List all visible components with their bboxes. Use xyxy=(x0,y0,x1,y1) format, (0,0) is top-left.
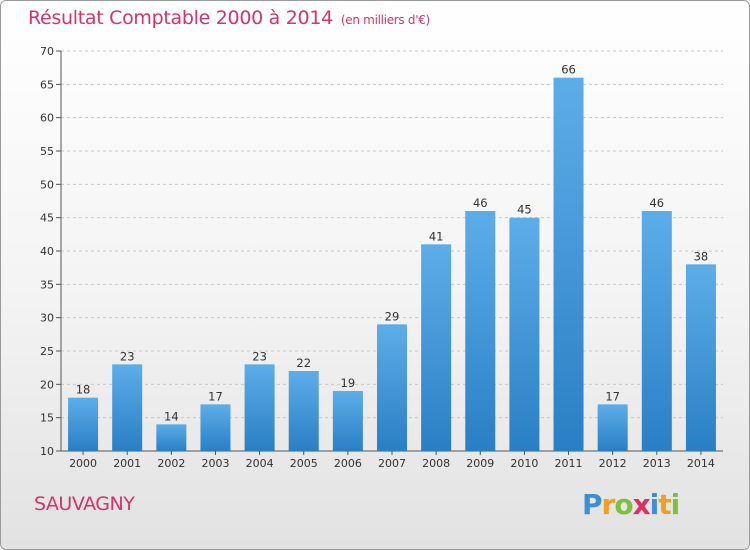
y-tick-label: 30 xyxy=(40,312,54,325)
value-label: 17 xyxy=(208,389,223,403)
bar-2012 xyxy=(597,404,628,451)
y-tick-label: 25 xyxy=(40,345,54,358)
value-label: 19 xyxy=(341,376,356,390)
bar-2013 xyxy=(641,211,672,451)
value-label: 46 xyxy=(649,196,664,210)
logo-letter: i xyxy=(670,488,681,521)
x-tick-label: 2003 xyxy=(201,457,229,470)
x-tick-label: 2012 xyxy=(599,457,627,470)
y-tick-label: 20 xyxy=(40,378,54,391)
chart-title: Résultat Comptable 2000 à 2014 (en millie… xyxy=(28,7,430,29)
y-tick-label: 45 xyxy=(40,212,54,225)
value-label: 23 xyxy=(252,349,267,363)
logo-letter: i xyxy=(649,488,660,521)
bar-2002 xyxy=(156,424,187,451)
y-tick-label: 10 xyxy=(40,445,54,458)
x-tick-label: 2005 xyxy=(290,457,318,470)
x-tick-label: 2001 xyxy=(113,457,141,470)
value-label: 17 xyxy=(605,389,620,403)
y-tick-label: 65 xyxy=(40,78,54,91)
x-tick-label: 2007 xyxy=(378,457,406,470)
value-label: 41 xyxy=(429,229,444,243)
x-tick-label: 2002 xyxy=(157,457,185,470)
value-label: 46 xyxy=(473,196,488,210)
x-tick-label: 2004 xyxy=(246,457,274,470)
bar-2011 xyxy=(553,77,584,452)
logo-letter: t xyxy=(658,488,671,521)
y-tick-label: 40 xyxy=(40,245,54,258)
bar-2000 xyxy=(68,397,99,451)
chart-title-text: Résultat Comptable 2000 à 2014 xyxy=(28,7,333,29)
logo-letter: r xyxy=(601,488,616,521)
bar-2009 xyxy=(465,211,496,451)
y-tick-label: 15 xyxy=(40,412,54,425)
value-label: 23 xyxy=(120,349,135,363)
logo-letter: P xyxy=(582,488,603,521)
bar-2007 xyxy=(376,324,408,451)
value-label: 29 xyxy=(385,309,400,323)
x-tick-label: 2009 xyxy=(466,457,494,470)
y-tick-label: 55 xyxy=(40,145,54,158)
value-label: 45 xyxy=(517,203,532,217)
bar-2001 xyxy=(112,364,143,451)
y-tick-label: 60 xyxy=(40,112,54,125)
value-label: 18 xyxy=(76,383,91,397)
y-tick-label: 50 xyxy=(40,178,54,191)
x-tick-label: 2008 xyxy=(422,457,450,470)
value-label: 22 xyxy=(296,356,311,370)
x-tick-label: 2010 xyxy=(510,457,538,470)
x-tick-label: 2000 xyxy=(69,457,97,470)
logo-letter: o xyxy=(614,488,633,521)
bar-2014 xyxy=(685,264,716,451)
y-tick-label: 70 xyxy=(40,45,54,58)
x-tick-label: 2006 xyxy=(334,457,362,470)
x-tick-label: 2014 xyxy=(687,457,715,470)
value-label: 14 xyxy=(164,409,179,423)
bar-2004 xyxy=(244,364,275,451)
bar-2008 xyxy=(421,244,452,451)
y-tick-label: 35 xyxy=(40,278,54,291)
value-label: 38 xyxy=(694,249,709,263)
bar-2006 xyxy=(332,391,363,451)
bar-2010 xyxy=(509,217,540,451)
proxiti-logo: Proxiti xyxy=(582,488,681,521)
chart-subtitle: (en milliers d'€) xyxy=(340,13,430,27)
x-tick-label: 2011 xyxy=(555,457,583,470)
logo-letter: x xyxy=(632,488,651,521)
commune-name: SAUVAGNY xyxy=(34,493,135,515)
bar-2003 xyxy=(200,404,231,451)
value-label: 66 xyxy=(561,63,576,77)
x-tick-label: 2013 xyxy=(643,457,671,470)
bar-2005 xyxy=(288,371,319,451)
